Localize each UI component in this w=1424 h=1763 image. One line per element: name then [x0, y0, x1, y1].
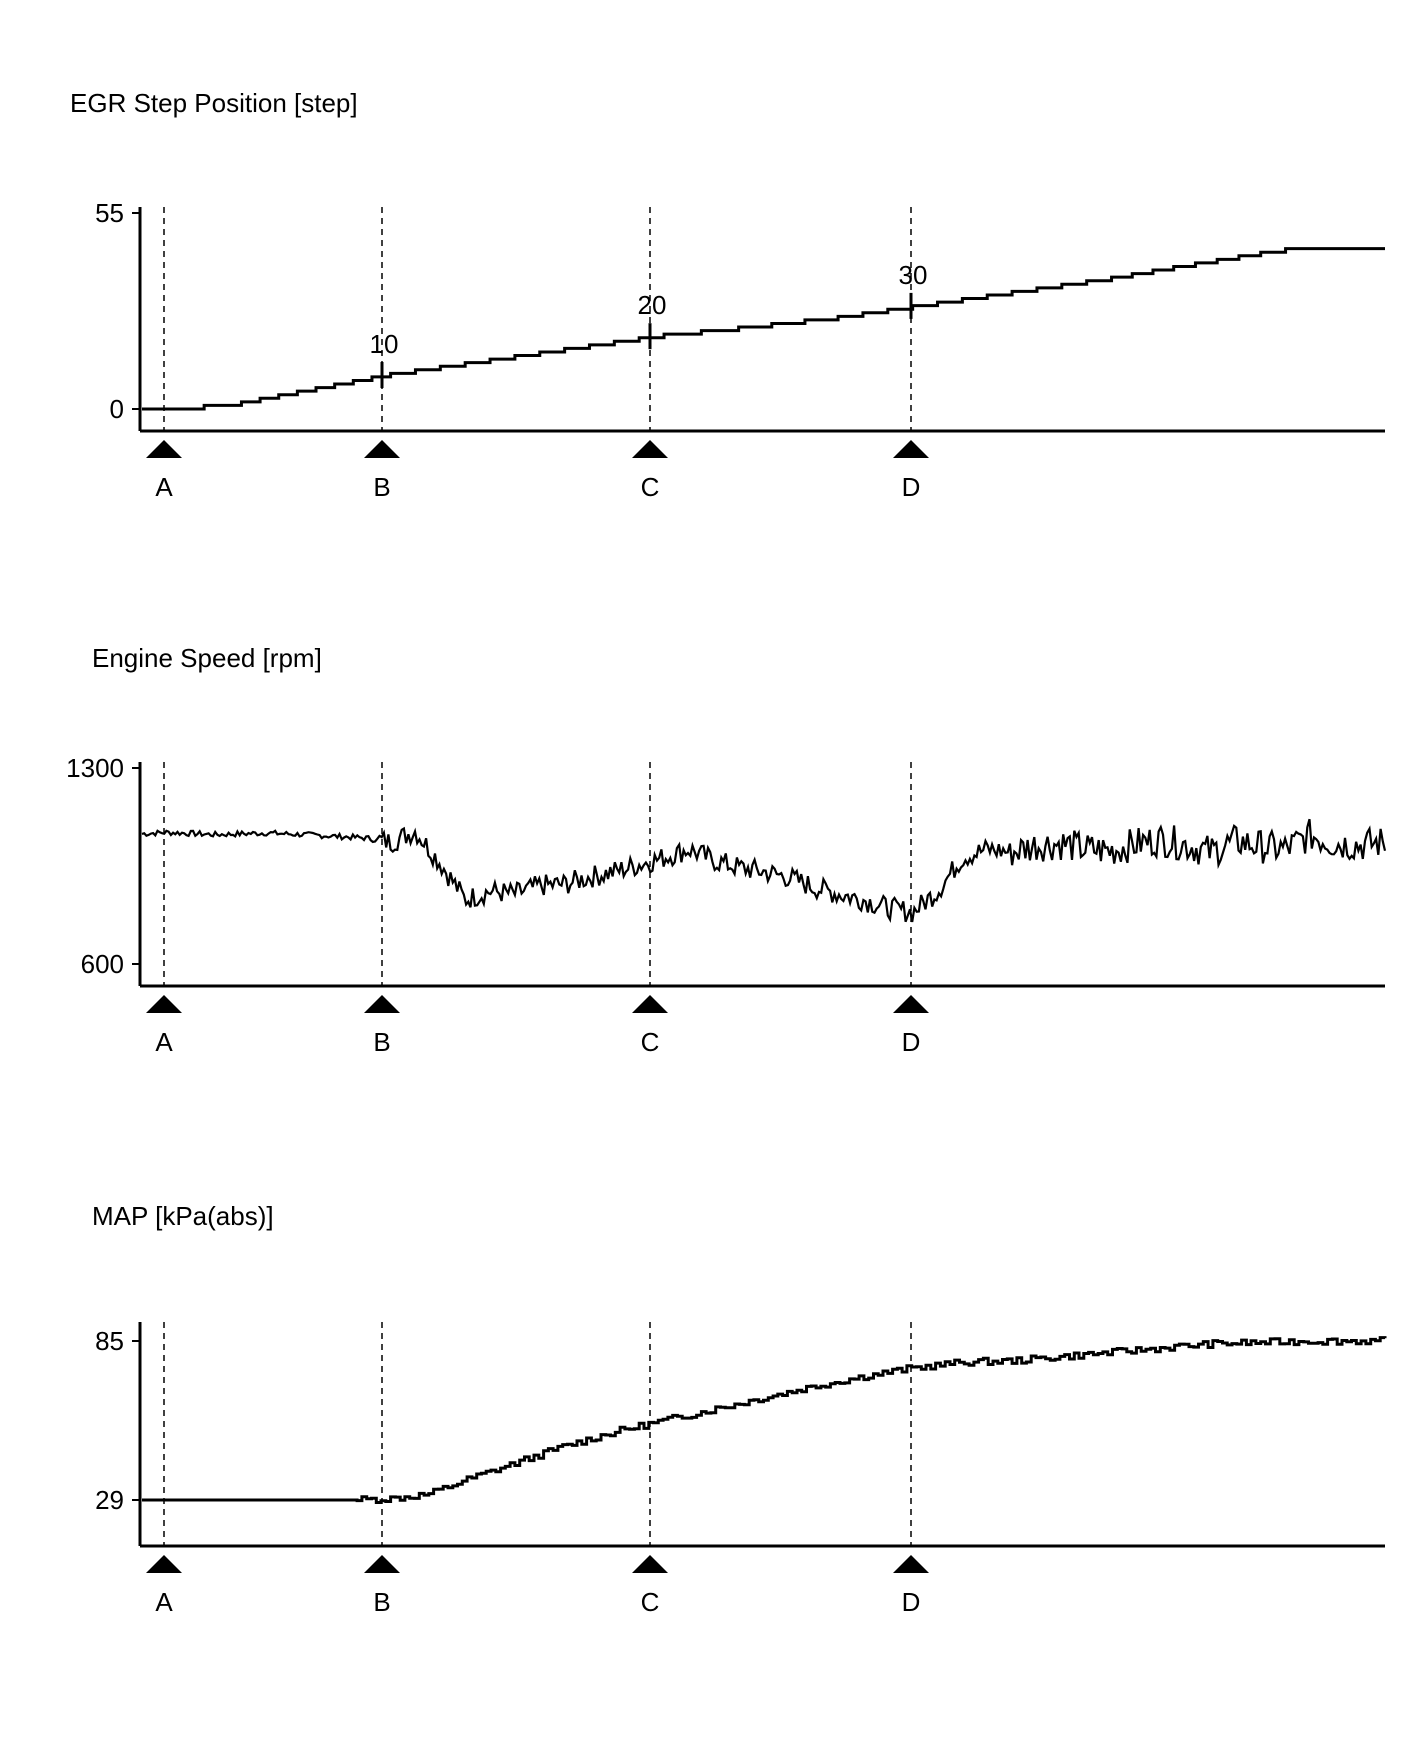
map-chart: 85 29 A B C D: [95, 1322, 1387, 1617]
map-marker-label-a: A: [155, 1587, 173, 1617]
map-marker-triangle-d: [893, 1555, 929, 1573]
egr-marker-triangle-c: [632, 440, 668, 458]
map-marker-triangle-a: [146, 1555, 182, 1573]
map-series-line: [142, 1336, 1387, 1504]
engine-speed-chart-title: Engine Speed [rpm]: [92, 643, 322, 673]
map-marker-label-d: D: [902, 1587, 921, 1617]
engine-speed-marker-label-b: B: [373, 1027, 390, 1057]
engine-speed-y-tick-label: 600: [81, 949, 124, 979]
egr-marker-label-d: D: [902, 472, 921, 502]
egr-annotation-label: 10: [370, 329, 399, 359]
egr-chart-title: EGR Step Position [step]: [70, 88, 358, 118]
egr-y-tick-label: 55: [95, 198, 124, 228]
egr-marker-triangle-d: [893, 440, 929, 458]
map-marker-triangle-c: [632, 1555, 668, 1573]
map-chart-title: MAP [kPa(abs)]: [92, 1201, 274, 1231]
map-marker-label-c: C: [641, 1587, 660, 1617]
engine-speed-marker-triangle-b: [364, 995, 400, 1013]
egr-marker-triangle-b: [364, 440, 400, 458]
egr-marker-triangle-a: [146, 440, 182, 458]
map-y-tick-label: 85: [95, 1326, 124, 1356]
map-marker-triangle-b: [364, 1555, 400, 1573]
engine-speed-marker-triangle-d: [893, 995, 929, 1013]
egr-marker-label-b: B: [373, 472, 390, 502]
map-marker-label-b: B: [373, 1587, 390, 1617]
egr-y-tick-label: 0: [110, 394, 124, 424]
engine-speed-marker-label-d: D: [902, 1027, 921, 1057]
egr-annotation-label: 30: [899, 260, 928, 290]
engine-speed-series-line: [141, 818, 1387, 924]
engine-speed-marker-label-c: C: [641, 1027, 660, 1057]
egr-marker-label-a: A: [155, 472, 173, 502]
engine-speed-y-tick-label: 1300: [66, 753, 124, 783]
egr-step-chart: 55 0 A B C D 10 20 30: [95, 198, 1385, 502]
engine-speed-chart: 1300 600 A B C D: [66, 753, 1387, 1057]
map-y-tick-label: 29: [95, 1485, 124, 1515]
egr-annotation-label: 20: [638, 290, 667, 320]
egr-marker-label-c: C: [641, 472, 660, 502]
engine-speed-marker-triangle-a: [146, 995, 182, 1013]
engine-speed-marker-triangle-c: [632, 995, 668, 1013]
egr-series-line: [142, 247, 1385, 411]
engine-speed-marker-label-a: A: [155, 1027, 173, 1057]
